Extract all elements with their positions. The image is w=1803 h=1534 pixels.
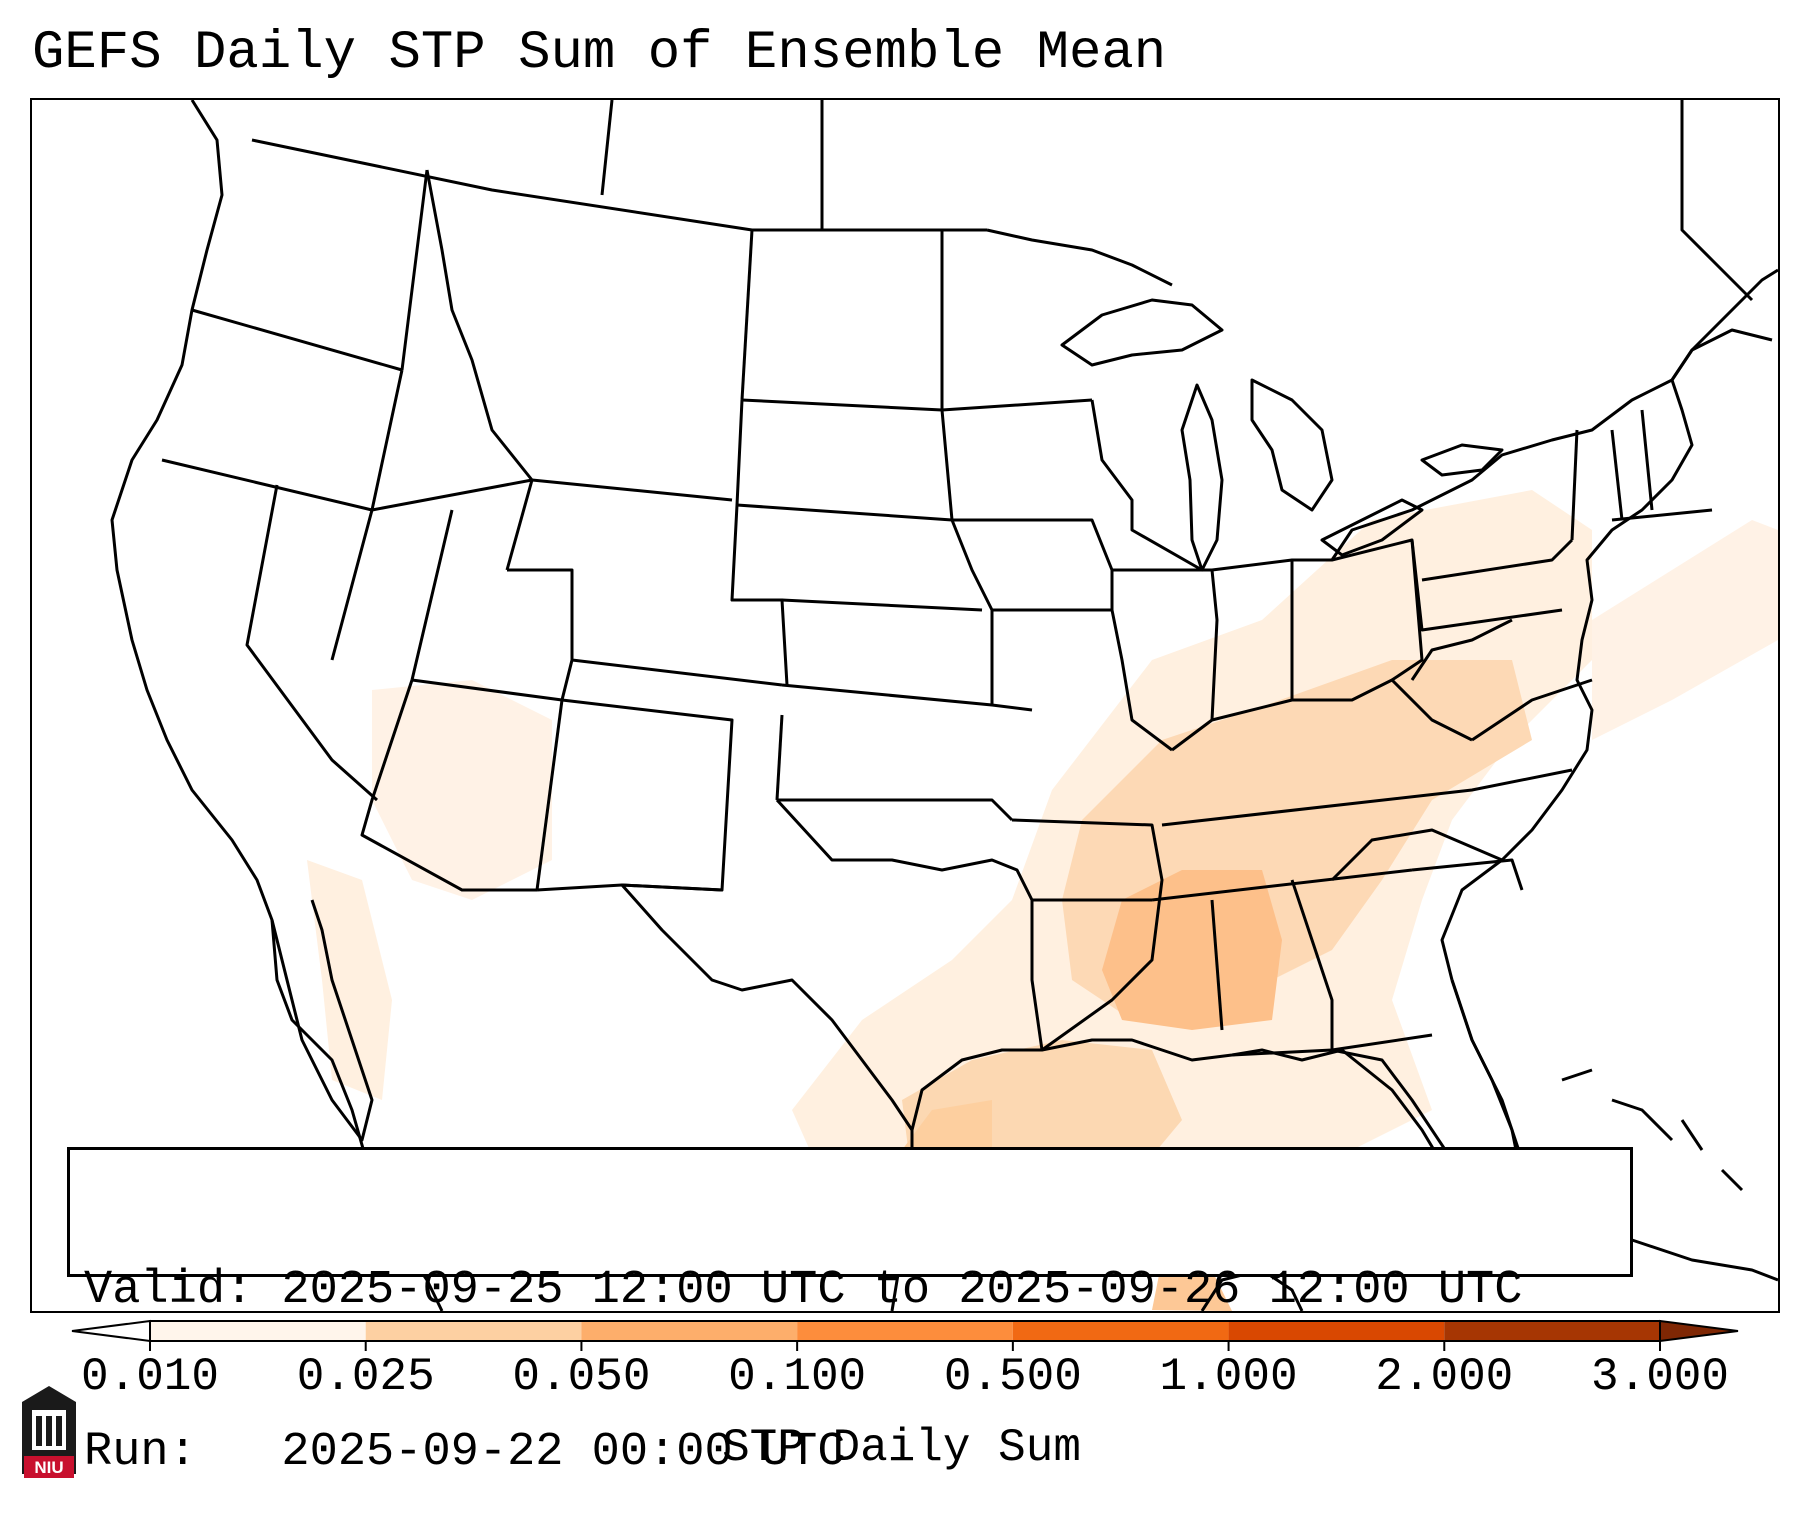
colorbar-bin	[1228, 1321, 1445, 1341]
colorbar-tick-label: 3.000	[1591, 1351, 1729, 1393]
colorbar-bin	[581, 1321, 798, 1341]
colorbar-tick-label: 0.010	[81, 1351, 219, 1393]
niu-logo-icon: NIU	[22, 1386, 76, 1478]
great-lakes	[1060, 298, 1504, 572]
colorbar: 0.010 0.025 0.050 0.100 0.500 1.000 2.000 3.000	[71, 1319, 1739, 1393]
map-frame	[30, 98, 1780, 1313]
colorbar-extend-low	[71, 1319, 151, 1343]
map-canvas	[110, 100, 1778, 1311]
state-borders	[161, 100, 1773, 1131]
colorbar-extend-high	[1659, 1319, 1739, 1343]
colorbar-bin	[1012, 1321, 1229, 1341]
colorbar-tick-label: 0.025	[297, 1351, 435, 1393]
colorbar-ticks: 0.010 0.025 0.050 0.100 0.500 1.000 2.000 3.000	[81, 1341, 1729, 1393]
colorbar-bin	[150, 1321, 366, 1341]
colorbar-label: STP Daily Sum	[722, 1422, 1081, 1474]
colorbar-tick-label: 0.500	[944, 1351, 1082, 1393]
colorbar-tick-label: 0.050	[512, 1351, 650, 1393]
page-title: GEFS Daily STP Sum of Ensemble Mean	[32, 23, 1167, 84]
colorbar-tick-label: 0.100	[728, 1351, 866, 1393]
stp-shade-strong	[1102, 870, 1282, 1030]
colorbar-bin	[797, 1321, 1013, 1341]
stp-shade-light-atlantic	[1592, 520, 1778, 740]
valid-run-info-box: Valid: 2025-09-25 12:00 UTC to 2025-09-2…	[67, 1147, 1633, 1479]
niu-logo-text: NIU	[34, 1458, 63, 1477]
colorbar-outline	[149, 1320, 1661, 1342]
colorbar-tick-label: 1.000	[1160, 1351, 1298, 1393]
valid-time-text: Valid: 2025-09-25 12:00 UTC to 2025-09-2…	[84, 1264, 1523, 1317]
stp-shade-light-southwest	[372, 680, 552, 900]
islands	[1561, 1068, 1744, 1192]
stp-shade-light-baja	[307, 860, 392, 1100]
colorbar-bin	[365, 1321, 582, 1341]
run-time-text: Run: 2025-09-22 00:00 UTC	[84, 1426, 846, 1479]
colorbar-bins	[71, 1319, 1739, 1343]
colorbar-tick-label: 2.000	[1375, 1351, 1513, 1393]
colorbar-bin	[1444, 1321, 1660, 1341]
